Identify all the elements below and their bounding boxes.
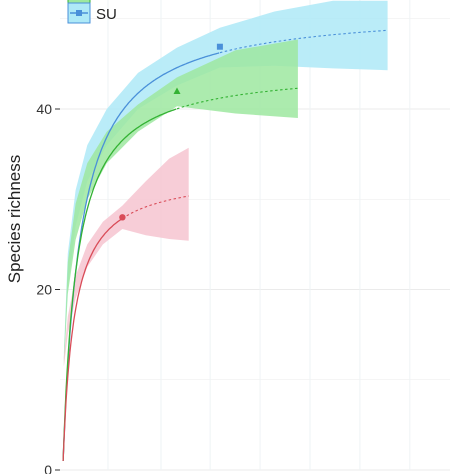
observed-markers [119, 43, 223, 221]
y-tick-label-0: 0 [44, 462, 52, 474]
observed-point-0 [216, 43, 223, 50]
series-extrapolation-1 [176, 87, 298, 110]
series-line-0 [62, 52, 220, 462]
observed-point-1 [173, 87, 181, 94]
confidence-band-2 [63, 147, 189, 367]
series-extrapolation-0 [219, 29, 388, 54]
legend: SU [67, 0, 117, 24]
series-line-1 [62, 108, 177, 462]
series-line-2 [62, 218, 122, 462]
y-axis-label: Species richness [5, 155, 24, 284]
legend-label-su: SU [96, 6, 117, 23]
series-extrapolation-2 [122, 195, 189, 219]
confidence-band-1 [63, 39, 298, 367]
y-tick-label-2: 40 [36, 101, 52, 117]
y-tick-label-1: 20 [36, 282, 52, 298]
series-lines [62, 29, 388, 462]
observed-point-2 [119, 214, 126, 221]
confidence-bands [63, 0, 388, 367]
y-axis: 0 20 40 [36, 101, 60, 474]
confidence-band-0 [63, 0, 388, 362]
legend-key-su-marker [76, 10, 82, 16]
